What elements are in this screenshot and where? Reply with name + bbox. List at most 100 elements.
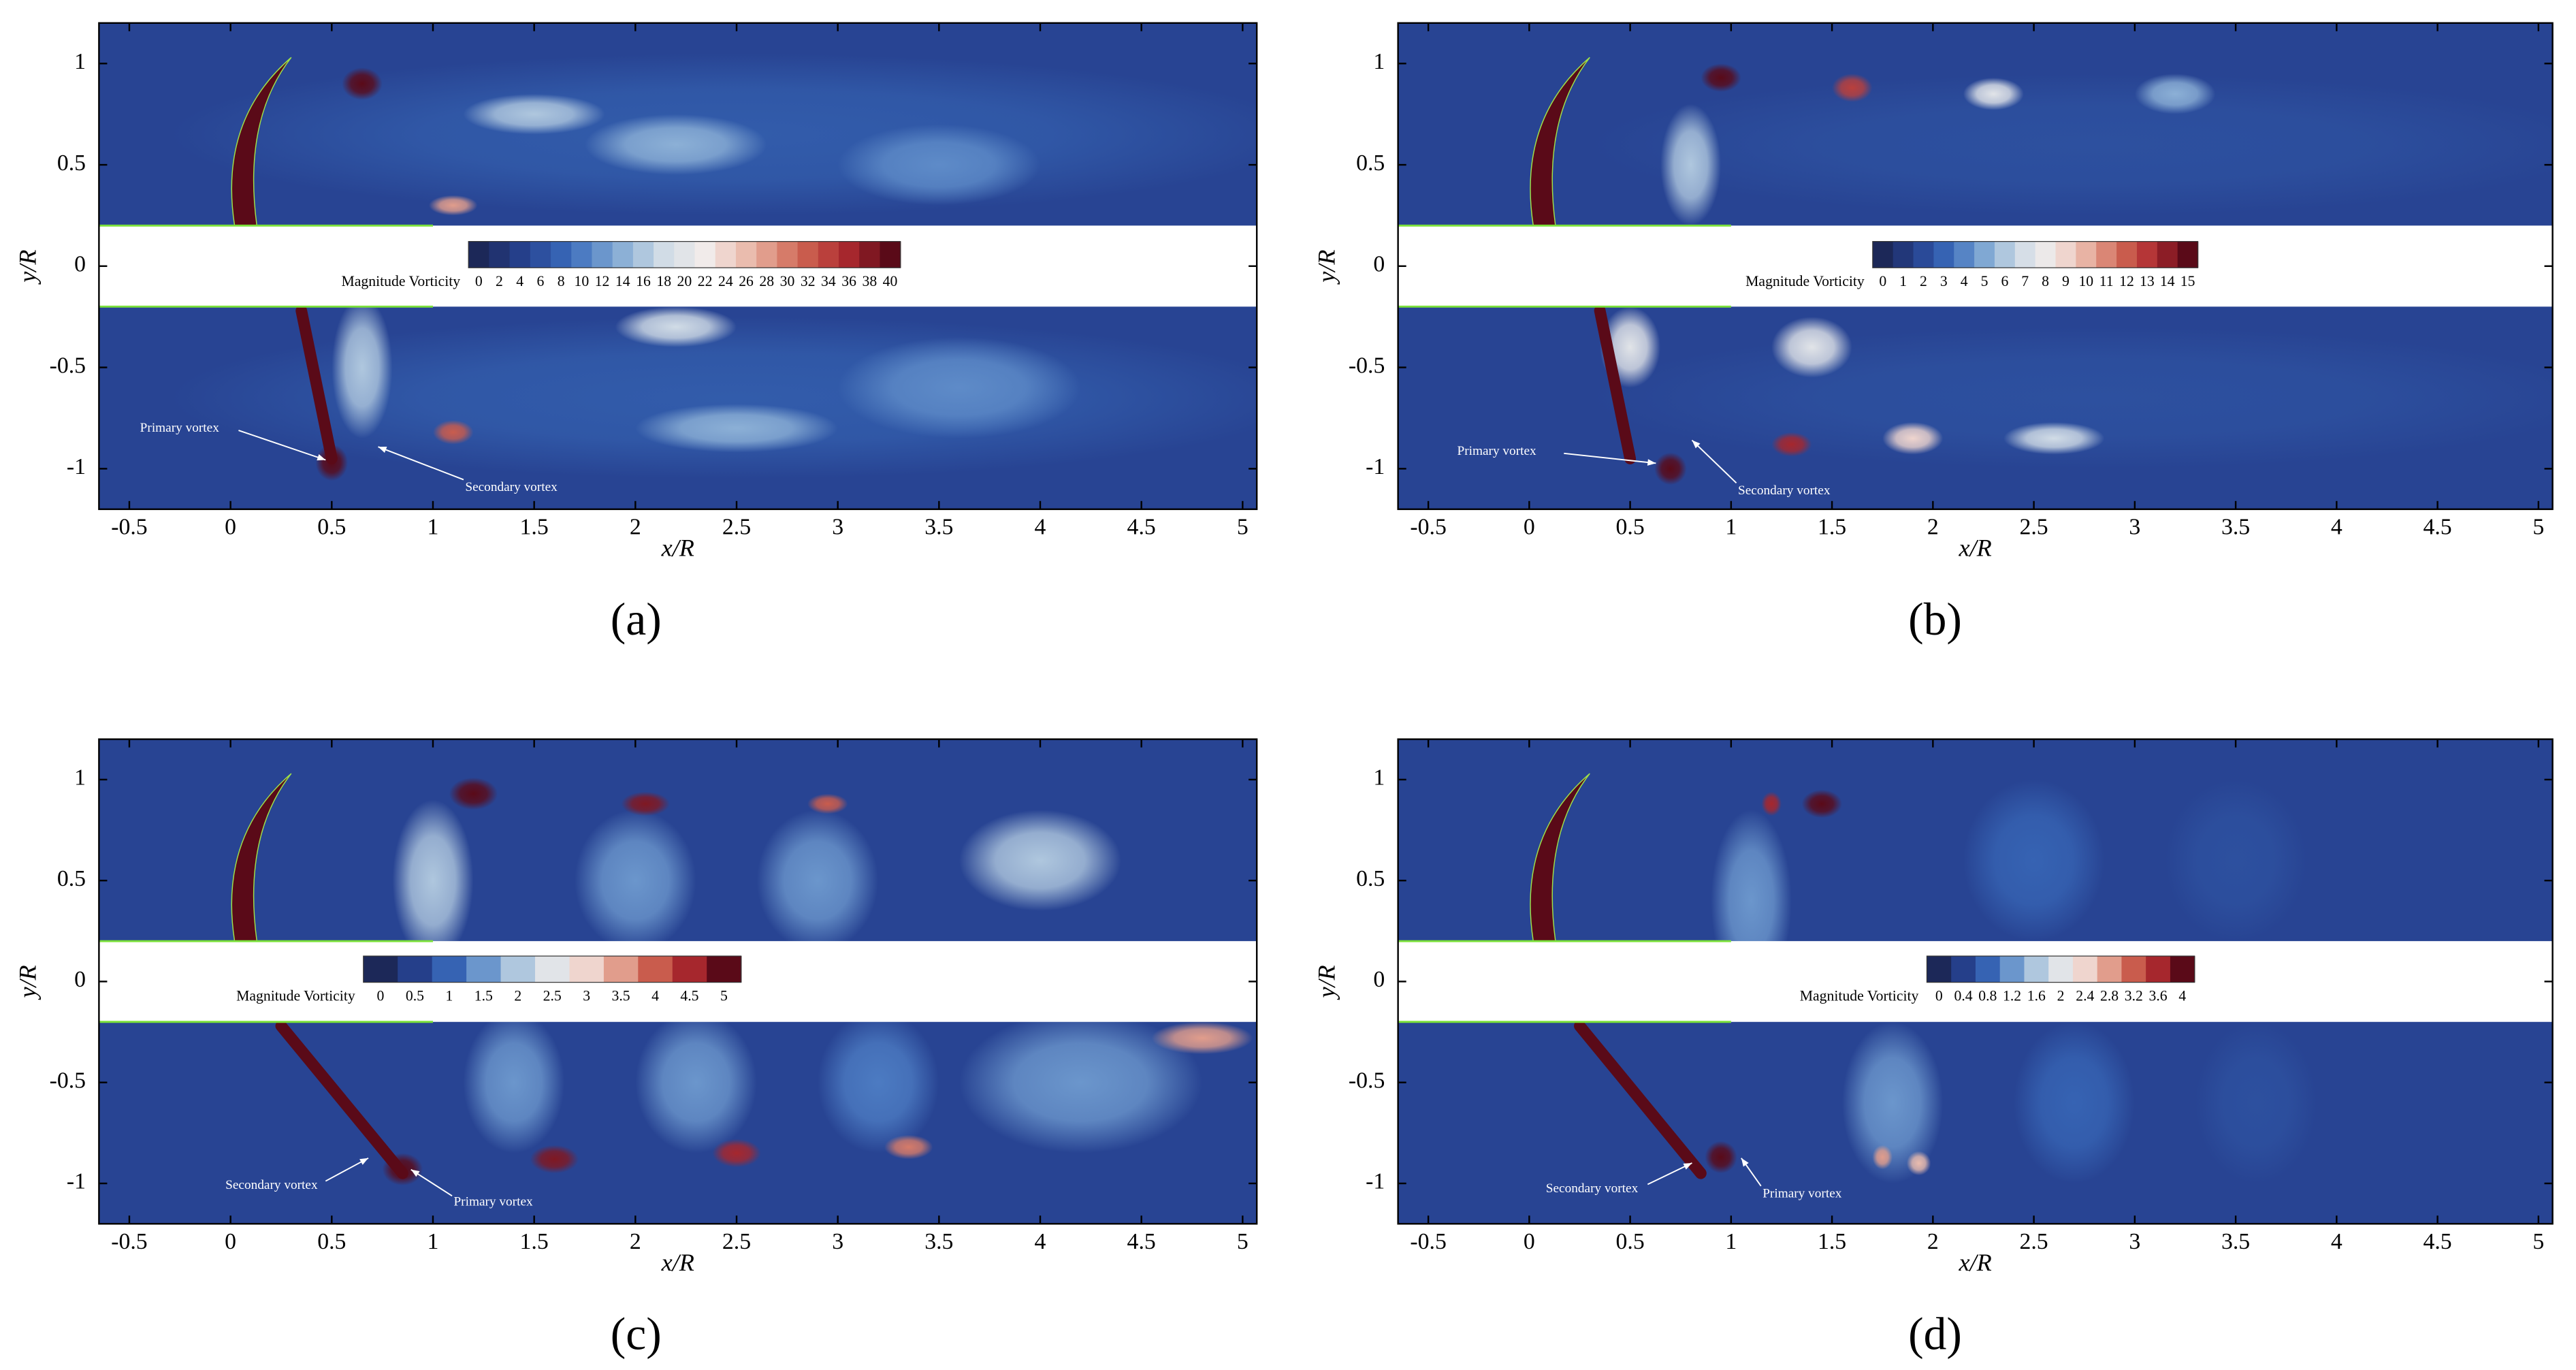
vortex-blob [449, 777, 498, 810]
vortex-blob [1841, 1021, 1944, 1183]
x-tick-label: 0.5 [1615, 1229, 1644, 1254]
x-tick-label: 5 [2532, 1229, 2544, 1254]
colorbar-swatch [818, 241, 839, 268]
colorbar-tick-label: 28 [759, 273, 774, 289]
colorbar-tick-label: 13 [2140, 273, 2155, 289]
colorbar-swatch [468, 241, 490, 268]
x-tick-label: 5 [1237, 515, 1249, 540]
x-tick-label: 2.5 [722, 1229, 751, 1254]
vortex-blob [1701, 63, 1741, 92]
vortex-blob [1705, 1141, 1737, 1174]
colorbar-swatch [880, 241, 901, 268]
panel: -0.5 0 0.5 1 1.5 2 2.5 3 3.5 4 4.5 5 -1 -0.5 0 0.5 1 x/R y… [1313, 22, 2554, 645]
y-tick-label: 1 [1373, 765, 1385, 791]
vorticity-field [1398, 22, 2553, 509]
x-tick-label: 4 [1035, 515, 1046, 540]
x-tick-label: 0.5 [317, 1229, 346, 1254]
vortex-blob [1832, 74, 1873, 102]
colorbar-tick-label: 2 [2057, 987, 2065, 1004]
x-tick-label: 2 [1927, 515, 1939, 540]
vortex-blob [2013, 1021, 2135, 1183]
colorbar-swatch [715, 241, 737, 268]
colorbar-tick-label: 5 [1981, 273, 1989, 289]
colorbar-swatch [797, 241, 819, 268]
colorbar-tick-label: 14 [2160, 273, 2175, 289]
y-tick-label: -0.5 [1349, 353, 1385, 378]
vortex-blob [1654, 452, 1687, 485]
colorbar-swatch [2157, 241, 2178, 268]
x-tick-label: 2 [630, 1229, 641, 1254]
vortex-blob [756, 810, 879, 951]
y-tick-label: -1 [1366, 1169, 1385, 1194]
annotation: Secondary vortex [225, 1178, 318, 1192]
colorbar-tick-label: 3.5 [612, 987, 630, 1004]
colorbar-tick-label: 2.8 [2100, 987, 2119, 1004]
colorbar-tick-label: 16 [636, 273, 651, 289]
x-tick-label: 1 [1725, 1229, 1737, 1254]
x-tick-label: -0.5 [111, 1229, 147, 1254]
vortex-blob [837, 336, 1081, 439]
x-tick-label: 2.5 [2019, 1229, 2048, 1254]
y-tick-label: 0 [74, 967, 86, 992]
vortex-blob [2397, 1021, 2519, 1183]
colorbar-tick-label: 6 [2001, 273, 2008, 289]
colorbar-swatch [363, 956, 398, 983]
x-axis-label: x/R [1959, 1249, 1992, 1276]
colorbar-frame [363, 955, 742, 983]
y-tick-label: -1 [67, 454, 86, 479]
vortex-blob [332, 296, 393, 439]
vortex-blob [342, 67, 383, 100]
x-tick-label: 3.5 [924, 1229, 953, 1254]
x-tick-label: 3 [832, 515, 843, 540]
colorbar-tick-label: 7 [2021, 273, 2029, 289]
colorbar-swatch [638, 956, 673, 983]
x-tick-label: 2 [1927, 1229, 1939, 1254]
x-tick-label: 1 [428, 1229, 439, 1254]
annotation-arrow [1564, 452, 1656, 464]
vortex-blob [575, 810, 696, 951]
x-tick-label: 5 [1237, 1229, 1249, 1254]
colorbar-swatch [1913, 241, 1935, 268]
x-tick-label: 0 [225, 515, 236, 540]
colorbar-tick-label: 3.2 [2125, 987, 2143, 1004]
vortex-blob [884, 1134, 933, 1160]
colorbar-tick-label: 36 [841, 273, 856, 289]
colorbar-tick-label: 34 [821, 273, 836, 289]
colorbar-frame [468, 241, 901, 268]
vortex-blob [1963, 78, 2024, 110]
colorbar-swatch [735, 241, 757, 268]
colorbar-tick-label: 0.8 [1978, 987, 1997, 1004]
colorbar-tick-label: 1 [445, 987, 453, 1004]
annotation-arrowhead [1683, 1163, 1692, 1170]
x-axis-label: x/R [1959, 534, 1992, 561]
colorbar-swatch [432, 956, 467, 983]
x-tick-label: 1.5 [1818, 515, 1846, 540]
x-tick-label: 4 [1035, 1229, 1046, 1254]
colorbar-tick-label: 5 [720, 987, 728, 1004]
vortex-blob [2195, 1021, 2317, 1183]
annotation-arrowhead [378, 447, 387, 453]
y-tick-label: 0 [1373, 252, 1385, 277]
x-tick-label: 3.5 [2221, 515, 2250, 540]
colorbar-tick-label: 14 [615, 273, 630, 289]
colorbar-tick-label: 10 [574, 273, 589, 289]
colorbar-tick-label: 2 [514, 987, 521, 1004]
annotation-arrowhead [317, 454, 326, 461]
vortex-blob [1151, 1021, 1253, 1055]
vortex-blob [712, 1138, 761, 1168]
vortex-blob [1590, 74, 2553, 216]
vortex-blob [1906, 1151, 1931, 1176]
colorbar-swatch [509, 241, 531, 268]
colorbar-tick-label: 3.6 [2148, 987, 2167, 1004]
y-tick-label: -0.5 [50, 353, 86, 378]
colorbar-swatch [1954, 241, 1975, 268]
x-tick-label: 2.5 [722, 515, 751, 540]
blade-upper [1530, 57, 1590, 227]
colorbar-tick-label: 40 [883, 273, 898, 289]
x-tick-label: 0 [1524, 1229, 1535, 1254]
colorbar-swatch [534, 956, 570, 983]
vortex-blob [2165, 779, 2306, 942]
colorbar-swatch [2136, 241, 2158, 268]
colorbar-tick-label: 1 [1899, 273, 1907, 289]
